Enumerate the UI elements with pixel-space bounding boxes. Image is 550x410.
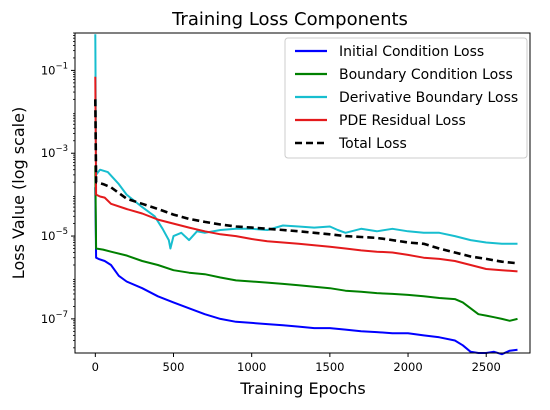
legend-label-0: Initial Condition Loss [339, 44, 484, 60]
y-axis-label: Loss Value (log scale) [9, 107, 28, 279]
series-line-1 [94, 165, 518, 322]
x-tick-label-3: 1500 [315, 360, 344, 374]
legend-label-2: Derivative Boundary Loss [339, 90, 518, 106]
x-tick-label-0: 0 [92, 360, 99, 374]
legend-label-4: Total Loss [338, 136, 407, 152]
y-tick-label-0: 10−7 [41, 310, 68, 326]
legend-label-3: PDE Residual Loss [339, 113, 466, 129]
legend: Initial Condition Loss Boundary Condition… [284, 37, 528, 159]
series-line-0 [94, 187, 518, 356]
series-line-4 [94, 99, 518, 265]
plot-area [94, 34, 518, 356]
series-line-3 [94, 76, 518, 273]
y-tick-label-1: 10−5 [41, 227, 68, 243]
x-tick-label-5: 2500 [472, 360, 501, 374]
chart-title: Training Loss Components [171, 9, 408, 30]
x-tick-label-4: 2000 [393, 360, 422, 374]
x-tick-label-2: 1000 [237, 360, 266, 374]
axes-frame [74, 32, 531, 354]
y-tick-label-3: 10−1 [41, 61, 68, 77]
x-tick-label-1: 500 [163, 360, 185, 374]
legend-label-1: Boundary Condition Loss [339, 67, 513, 83]
y-tick-label-2: 10−3 [41, 144, 68, 160]
legend-box [284, 37, 528, 159]
y-axis: 10−7 10−5 10−3 10−1 [41, 32, 75, 349]
x-axis-label: Training Epochs [239, 379, 366, 398]
x-axis: 0 500 1000 1500 2000 2500 [92, 353, 501, 374]
